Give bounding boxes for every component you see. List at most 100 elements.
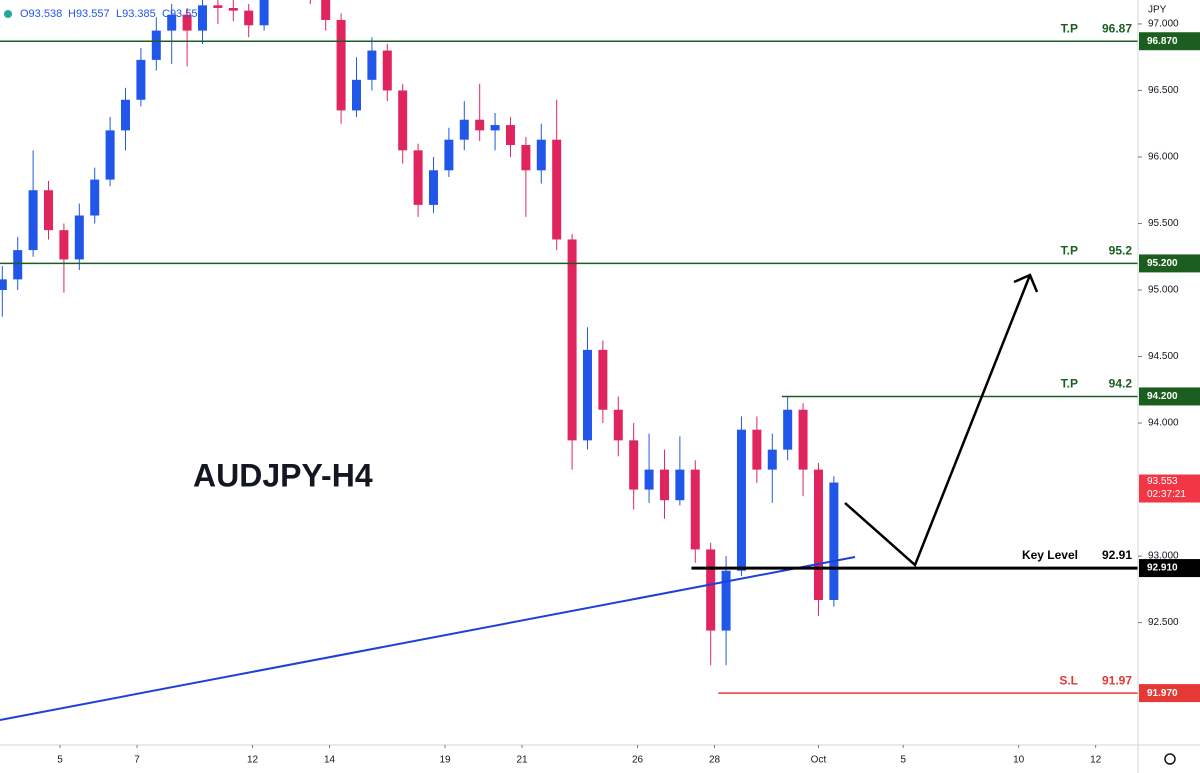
candle-body bbox=[13, 250, 23, 280]
candle-body bbox=[121, 99, 131, 131]
symbol-label: AUDJPY-H4 bbox=[193, 457, 373, 493]
level-name: T.P bbox=[1061, 244, 1078, 258]
candle-body bbox=[259, 0, 269, 26]
level-name: T.P bbox=[1061, 377, 1078, 391]
price-tag-label: 95.200 bbox=[1147, 258, 1178, 269]
level-value: 92.91 bbox=[1102, 548, 1132, 562]
candle-body bbox=[659, 469, 669, 501]
arrow-head bbox=[1013, 273, 1039, 293]
x-tick-label: 21 bbox=[516, 755, 528, 766]
ohlc-open: O93.538 bbox=[20, 8, 62, 20]
candle-body bbox=[598, 349, 608, 410]
level-name: T.P bbox=[1061, 21, 1078, 35]
price-tag bbox=[1139, 32, 1200, 51]
x-tick-label: 12 bbox=[1090, 755, 1102, 766]
projection-arrow bbox=[844, 274, 1032, 568]
trendline bbox=[0, 556, 856, 721]
ohlc-high: H93.557 bbox=[68, 8, 110, 20]
x-tick-label: 28 bbox=[709, 755, 721, 766]
candle-body bbox=[798, 409, 808, 470]
candle-body bbox=[105, 130, 115, 180]
candle-body bbox=[521, 145, 531, 171]
level-value: 95.2 bbox=[1109, 244, 1133, 258]
candle-body bbox=[321, 0, 331, 20]
y-tick-label: 97.000 bbox=[1148, 19, 1179, 30]
x-tick-label: 26 bbox=[632, 755, 644, 766]
level-value: 94.2 bbox=[1109, 377, 1133, 391]
candle-body bbox=[59, 230, 69, 260]
status-dot bbox=[4, 10, 12, 18]
y-tick-label: 95.500 bbox=[1148, 218, 1179, 229]
currency: JPY bbox=[1148, 5, 1167, 16]
y-tick-label: 94.000 bbox=[1148, 418, 1179, 429]
candle-body bbox=[213, 5, 223, 8]
candle-body bbox=[829, 482, 839, 600]
candle-body bbox=[813, 469, 823, 600]
candle-body bbox=[721, 570, 731, 631]
candle-body bbox=[629, 440, 639, 490]
candle-body bbox=[582, 349, 592, 441]
candle-body bbox=[736, 429, 746, 571]
price-tag-label: 92.910 bbox=[1147, 563, 1178, 574]
candle-body bbox=[752, 429, 762, 470]
y-tick-label: 92.500 bbox=[1148, 617, 1179, 628]
current-price-tag bbox=[1139, 474, 1200, 503]
candle-body bbox=[167, 14, 177, 31]
level-name: S.L bbox=[1059, 673, 1078, 687]
candle-body bbox=[398, 90, 408, 151]
candle-body bbox=[197, 5, 207, 31]
settings-icon[interactable] bbox=[1164, 753, 1176, 765]
candle-body bbox=[136, 59, 146, 100]
candle-body bbox=[490, 125, 500, 131]
candle-body bbox=[428, 170, 438, 205]
candle-body bbox=[351, 79, 361, 111]
y-tick-label: 95.000 bbox=[1148, 285, 1179, 296]
y-tick-label: 96.000 bbox=[1148, 152, 1179, 163]
x-tick-label: 19 bbox=[439, 755, 451, 766]
candle-body bbox=[382, 50, 392, 91]
candle-body bbox=[475, 119, 485, 131]
countdown: 02:37:21 bbox=[1147, 489, 1186, 500]
candle-body bbox=[706, 549, 716, 631]
x-tick-label: 7 bbox=[134, 755, 140, 766]
candle-body bbox=[151, 30, 161, 60]
candle-body bbox=[228, 7, 238, 11]
candle-body bbox=[644, 469, 654, 490]
ohlc-low: L93.385 bbox=[116, 8, 156, 20]
candle-body bbox=[44, 190, 54, 231]
candle-body bbox=[367, 50, 377, 80]
candles bbox=[0, 0, 839, 666]
candle-body bbox=[0, 279, 7, 291]
level-name: Key Level bbox=[1022, 548, 1078, 562]
candle-body bbox=[767, 449, 777, 470]
candle-body bbox=[536, 139, 546, 171]
x-tick-label: 14 bbox=[324, 755, 336, 766]
level-value: 91.97 bbox=[1102, 673, 1132, 687]
candle-body bbox=[413, 150, 423, 205]
candle-body bbox=[444, 139, 454, 171]
level-value: 96.87 bbox=[1102, 21, 1132, 35]
candle-body bbox=[505, 125, 515, 146]
candle-body bbox=[459, 119, 469, 140]
price-tag bbox=[1139, 684, 1200, 703]
candle-body bbox=[690, 469, 700, 550]
overlay: 96.87 T.P 95.2 T.P 94.2 T.P 92.91 Key Level 91.9… bbox=[0, 21, 1138, 721]
price-tag-label: 96.870 bbox=[1147, 36, 1178, 47]
candle-body bbox=[567, 239, 577, 441]
candle-body bbox=[28, 190, 38, 251]
candle-body bbox=[336, 19, 346, 111]
candle-body bbox=[90, 179, 100, 216]
y-tick-label: 94.500 bbox=[1148, 351, 1179, 362]
candle-body bbox=[675, 469, 685, 501]
price-tag bbox=[1139, 254, 1200, 273]
y-tick-label: 93.000 bbox=[1148, 551, 1179, 562]
x-tick-label: Oct bbox=[811, 755, 827, 766]
price-tag bbox=[1139, 387, 1200, 406]
x-tick-label: 5 bbox=[57, 755, 63, 766]
ohlc-close: C93.553 bbox=[162, 8, 204, 20]
price-tag-label: 91.970 bbox=[1147, 688, 1178, 699]
y-tick-label: 96.500 bbox=[1148, 85, 1179, 96]
candle-body bbox=[74, 215, 84, 260]
x-tick-label: 12 bbox=[247, 755, 259, 766]
